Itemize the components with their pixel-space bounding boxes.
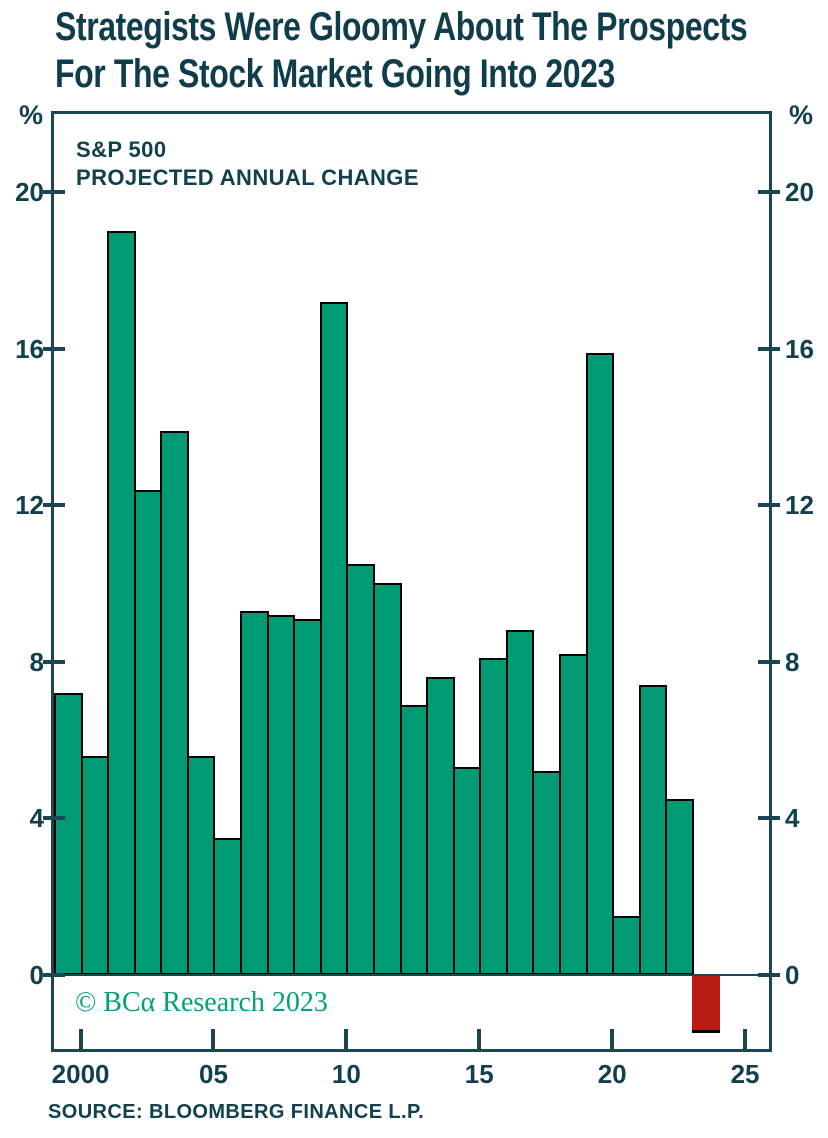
x-tick-2000 — [78, 1029, 83, 1049]
y-tick-label-right-4: 4 — [785, 803, 800, 834]
bar-2000 — [80, 755, 110, 975]
y-tick-left-12 — [43, 503, 65, 508]
bar-2018 — [559, 653, 588, 975]
chart-title-line2: For The Stock Market Going Into 2023 — [55, 52, 615, 96]
y-tick-right-16 — [758, 346, 780, 351]
y-tick-right-12 — [758, 503, 780, 508]
y-tick-left-16 — [43, 346, 65, 351]
bar-2011 — [372, 583, 402, 975]
chart-title-line1: Strategists Were Gloomy About The Prospe… — [55, 5, 748, 49]
y-tick-label-right-0: 0 — [785, 959, 800, 990]
y-tick-right-0 — [758, 972, 780, 977]
x-tick-label-2005: 05 — [199, 1059, 228, 1089]
bar-2022 — [665, 798, 694, 975]
x-tick-label-2010: 10 — [331, 1059, 361, 1089]
bar-2014 — [452, 767, 482, 975]
y-tick-label-left-8: 8 — [29, 646, 44, 677]
y-tick-left-20 — [43, 190, 65, 195]
y-axis-unit-left: % — [19, 100, 44, 130]
y-tick-left-8 — [43, 659, 65, 664]
x-tick-label-2020: 20 — [597, 1059, 627, 1089]
bar-2010 — [346, 563, 375, 975]
source-line: SOURCE: BLOOMBERG FINANCE L.P. — [48, 1101, 425, 1123]
y-tick-right-20 — [758, 190, 780, 195]
bar-2002 — [133, 489, 163, 975]
bar-2001 — [107, 231, 136, 975]
x-tick-label-2015: 15 — [464, 1059, 494, 1089]
y-tick-label-right-12: 12 — [785, 490, 814, 521]
y-tick-left-4 — [43, 816, 65, 821]
bar-2023 — [691, 974, 721, 1034]
series-label-line1: S&P 500 — [76, 137, 167, 162]
bar-2009 — [319, 301, 349, 975]
bar-2008 — [293, 618, 322, 975]
series-label-line2: PROJECTED ANNUAL CHANGE — [76, 165, 419, 190]
bar-2003 — [160, 430, 189, 975]
bar-2017 — [532, 771, 562, 975]
plot-area: S&P 500 PROJECTED ANNUAL CHANGE © BCα Re… — [15, 114, 814, 1089]
y-tick-label-left-0: 0 — [29, 959, 44, 990]
bar-2016 — [505, 630, 535, 975]
y-tick-label-left-12: 12 — [15, 490, 44, 521]
zero-line — [54, 973, 769, 976]
y-tick-right-8 — [758, 659, 780, 664]
y-tick-label-left-16: 16 — [15, 333, 44, 364]
y-tick-label-right-16: 16 — [785, 333, 814, 364]
bar-2004 — [186, 755, 216, 975]
x-tick-2025 — [743, 1029, 748, 1049]
x-tick-label-2025: 25 — [730, 1059, 760, 1089]
x-tick-label-2000: 2000 — [51, 1059, 110, 1089]
bar-2007 — [266, 614, 296, 975]
y-tick-label-right-8: 8 — [785, 646, 800, 677]
x-tick-2005 — [211, 1029, 216, 1049]
y-tick-label-right-20: 20 — [785, 177, 814, 208]
y-tick-right-4 — [758, 816, 780, 821]
y-tick-left-0 — [43, 972, 65, 977]
y-tick-label-left-20: 20 — [15, 177, 44, 208]
y-axis-unit-right: % — [789, 100, 814, 130]
x-tick-2020 — [610, 1029, 615, 1049]
bar-2006 — [240, 610, 269, 975]
bar-2015 — [479, 657, 508, 975]
series-label: S&P 500 PROJECTED ANNUAL CHANGE — [76, 136, 419, 192]
bar-2012 — [399, 704, 429, 975]
bar-2013 — [426, 677, 455, 975]
bar-2020 — [612, 915, 641, 975]
plot-frame: S&P 500 PROJECTED ANNUAL CHANGE © BCα Re… — [15, 111, 814, 1089]
bar-2019 — [585, 352, 615, 975]
watermark: © BCα Research 2023 — [75, 986, 328, 1018]
x-tick-2015 — [477, 1029, 482, 1049]
bar-1999 — [54, 692, 83, 975]
bar-2021 — [638, 685, 668, 975]
y-tick-label-left-4: 4 — [29, 803, 44, 834]
x-tick-2010 — [344, 1029, 349, 1049]
bar-2005 — [213, 837, 243, 975]
chart-title: Strategists Were Gloomy About The Prospe… — [55, 4, 748, 98]
